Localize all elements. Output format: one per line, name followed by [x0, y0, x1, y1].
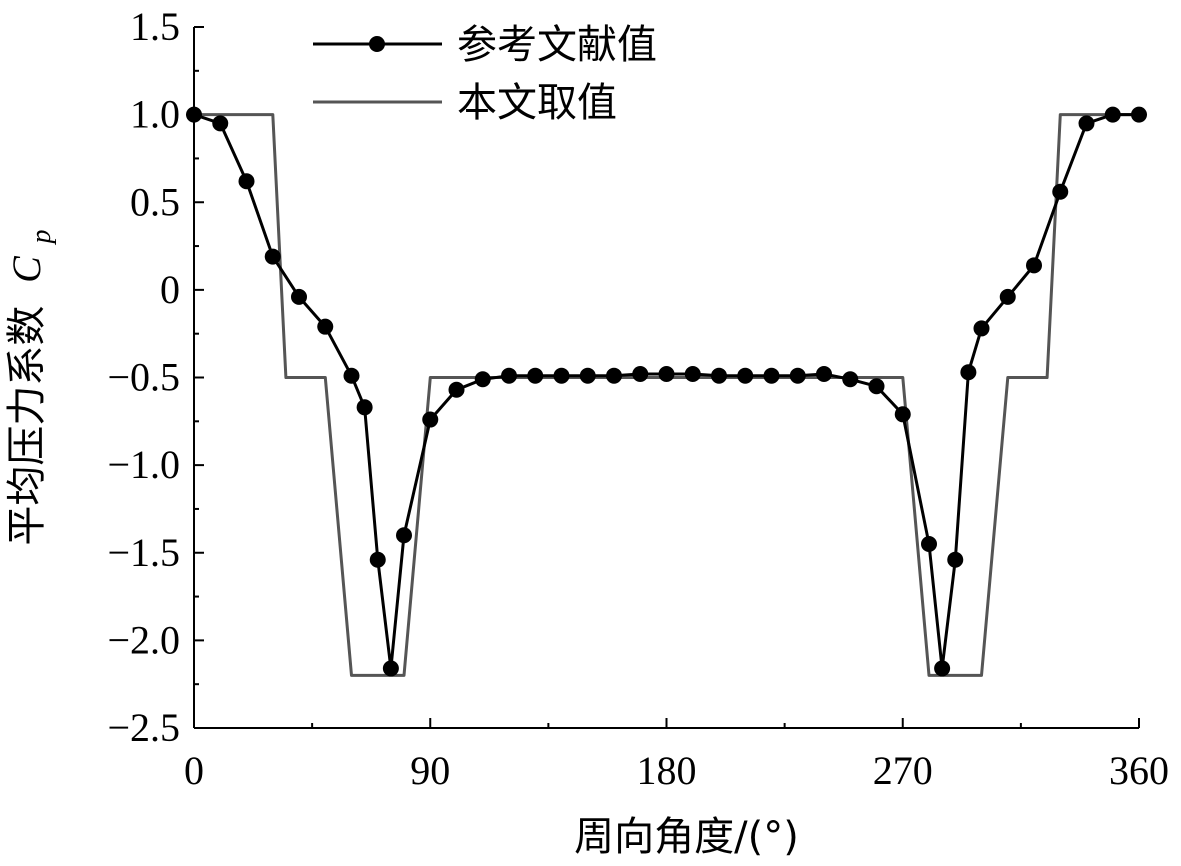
data-point: [448, 381, 465, 398]
y-tick-label: 1.5: [130, 4, 180, 49]
data-point: [527, 367, 544, 384]
data-point: [921, 535, 937, 552]
y-tick-label: −1.5: [107, 530, 180, 575]
data-point: [264, 248, 281, 265]
y-axis-title: 平均压力系数 C p: [4, 229, 57, 545]
data-point: [737, 367, 754, 384]
data-point: [501, 367, 517, 384]
data-point: [960, 364, 977, 381]
data-point: [343, 367, 360, 384]
data-point: [816, 365, 832, 382]
data-point: [356, 399, 373, 416]
y-axis-title-symbol: C: [4, 255, 49, 283]
data-point: [579, 367, 596, 384]
data-point: [382, 660, 399, 677]
data-point: [212, 115, 229, 132]
series-line-1: [194, 113, 1139, 677]
data-point: [606, 367, 622, 384]
data-point: [711, 367, 727, 384]
y-axis-title-subscript: p: [26, 229, 57, 245]
data-point: [999, 288, 1016, 305]
data-point: [1026, 257, 1042, 274]
x-tick-label: 0: [184, 748, 204, 793]
data-point: [789, 367, 806, 384]
data-point: [1078, 115, 1095, 132]
data-point: [1131, 106, 1147, 123]
y-tick-label: −1.0: [107, 442, 180, 487]
data-point: [1104, 106, 1121, 123]
data-point: [973, 320, 990, 337]
data-point: [658, 365, 675, 382]
data-point: [632, 365, 649, 382]
data-point: [684, 365, 701, 382]
y-tick-label: 1.0: [130, 92, 180, 137]
data-point: [474, 371, 491, 388]
data-point: [186, 106, 202, 123]
x-tick-label: 360: [1109, 748, 1169, 793]
y-axis-title-text: 平均压力系数: [4, 306, 50, 546]
y-tick-label: −2.5: [107, 705, 180, 750]
data-point: [317, 318, 334, 335]
data-point: [396, 527, 412, 544]
data-point: [1052, 183, 1069, 200]
data-point: [894, 406, 911, 423]
x-tick-label: 90: [410, 748, 450, 793]
data-point: [238, 173, 255, 190]
series-line-0: [193, 113, 1139, 670]
legend-marker: [369, 36, 385, 52]
y-tick-label: 0: [160, 267, 180, 312]
data-point: [934, 660, 951, 677]
data-point: [553, 367, 570, 384]
data-point: [291, 288, 307, 305]
x-tick-label: 180: [637, 748, 697, 793]
axes: 1.51.00.50−0.5−1.0−1.5−2.0−2.50 90 180 270 3…: [107, 4, 1169, 793]
data-point: [842, 371, 859, 388]
x-axis-title: 周向角度/(°): [574, 814, 799, 860]
series-layer: [186, 106, 1147, 677]
data-point: [947, 551, 964, 568]
legend-label-1: 本文取值: [457, 80, 617, 126]
y-tick-label: −2.0: [107, 617, 180, 662]
y-tick-label: −0.5: [107, 355, 180, 400]
legend-label-0: 参考文献值: [457, 22, 657, 68]
data-point: [763, 367, 780, 384]
data-point: [422, 411, 439, 428]
y-tick-label: 0.5: [130, 179, 180, 224]
data-point: [868, 378, 885, 395]
data-point: [369, 551, 386, 568]
x-tick-label: 270: [873, 748, 933, 793]
